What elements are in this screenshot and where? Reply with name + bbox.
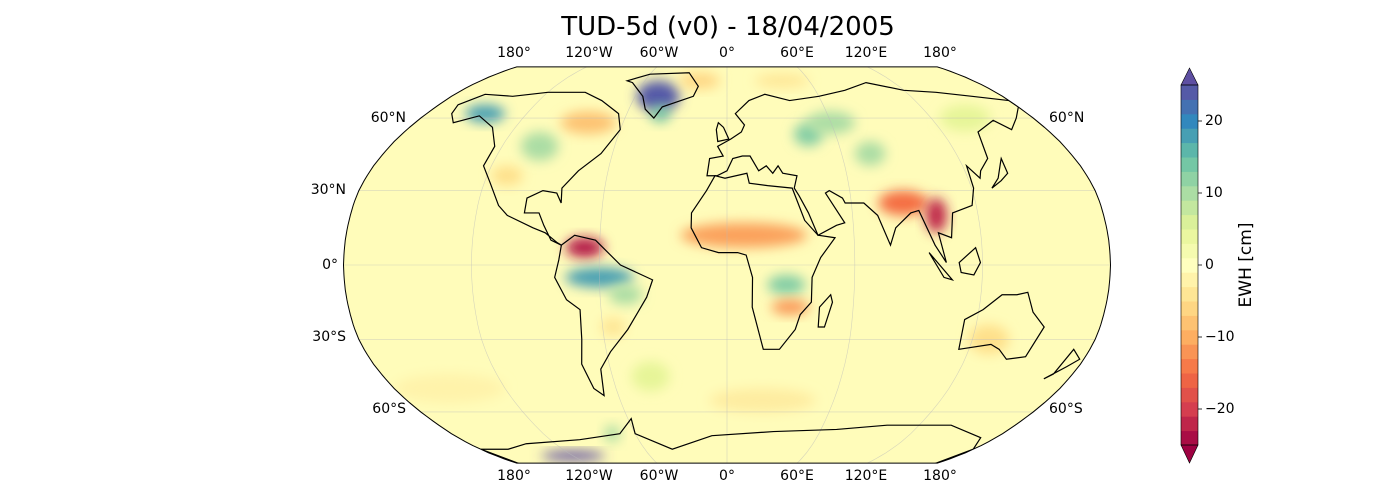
- lat-label-left: 60°N: [370, 110, 406, 126]
- colorbar-level: [1181, 416, 1198, 432]
- lon-label-top: 60°E: [780, 45, 814, 61]
- coastline-bo: [958, 246, 982, 276]
- colorbar-level: [1181, 358, 1198, 374]
- colorbar-tick-label: 0: [1205, 257, 1214, 273]
- colorbar-tick-label: 20: [1205, 113, 1223, 129]
- colorbar-level: [1181, 329, 1198, 345]
- colorbar-level: [1181, 142, 1198, 158]
- ewh-anomaly-20: [679, 72, 721, 89]
- coastline-na: [451, 91, 621, 246]
- colorbar-level: [1181, 200, 1198, 216]
- colorbar-level: [1181, 113, 1198, 129]
- ewh-anomaly-25: [709, 388, 816, 413]
- colorbar-level: [1181, 401, 1198, 417]
- coastline-an: [480, 417, 982, 464]
- lon-label-top: 120°E: [844, 45, 888, 61]
- lon-label-top: 180°: [497, 45, 531, 61]
- colorbar-level: [1181, 430, 1198, 446]
- ewh-anomaly-13: [878, 190, 929, 216]
- lon-label-bottom: 60°E: [780, 468, 814, 484]
- colorbar-level: [1181, 214, 1198, 230]
- colorbar-level: [1181, 387, 1198, 403]
- ewh-anomaly-21: [754, 74, 810, 88]
- lat-label-left: 30°N: [310, 182, 346, 198]
- lon-label-top: 0°: [719, 45, 735, 61]
- lat-label-left: 30°S: [312, 329, 346, 345]
- colorbar-level: [1181, 373, 1198, 388]
- colorbar-tick-label: 10: [1205, 185, 1223, 201]
- lon-label-bottom: 180°: [923, 468, 957, 484]
- ewh-anomaly-11: [767, 274, 806, 295]
- ewh-anomaly-12: [771, 299, 810, 315]
- lat-label-right: 60°S: [1049, 401, 1083, 417]
- ewh-anomaly-26: [631, 361, 670, 392]
- colorbar-level: [1181, 286, 1198, 302]
- colorbar-label: EWH [cm]: [1236, 222, 1256, 308]
- coastline-jp: [991, 156, 1009, 189]
- colorbar-level: [1181, 243, 1198, 259]
- coastline-sa: [554, 234, 654, 397]
- colorbar-tick-label: −20: [1205, 401, 1235, 417]
- coastline-uk: [715, 121, 730, 143]
- lon-label-bottom: 120°E: [844, 468, 888, 484]
- ewh-anomaly-24: [394, 373, 506, 404]
- ewh-anomaly-1: [650, 104, 671, 123]
- colorbar-level: [1181, 272, 1198, 288]
- lon-label-top: 180°: [923, 45, 957, 61]
- ewh-anomaly-2: [465, 104, 506, 123]
- ewh-anomaly-10: [680, 222, 808, 248]
- colorbar-extend-max: [1180, 67, 1199, 86]
- colorbar-level: [1181, 85, 1198, 100]
- colorbar-level: [1181, 315, 1198, 331]
- colorbar-level: [1181, 257, 1198, 273]
- colorbar-level: [1181, 301, 1198, 316]
- colorbar-level: [1181, 229, 1198, 244]
- ewh-anomaly-9: [600, 317, 626, 337]
- ewh-anomaly-19: [604, 425, 620, 443]
- colorbar-level: [1181, 171, 1198, 187]
- lon-label-top: 120°W: [565, 45, 613, 61]
- coastline-af: [690, 172, 837, 350]
- coastline-gl: [625, 72, 700, 120]
- colorbar-level: [1181, 157, 1198, 172]
- ewh-anomaly-6: [565, 237, 604, 258]
- ewh-anomaly-5: [491, 165, 524, 186]
- coastline-eu: [706, 81, 1020, 263]
- colorbar-level: [1181, 185, 1198, 201]
- lon-label-bottom: 120°W: [565, 468, 613, 484]
- coastline-su: [928, 252, 955, 282]
- lat-label-left: 60°S: [372, 401, 406, 417]
- colorbar-extend-min: [1180, 444, 1199, 464]
- ewh-anomaly-4: [520, 131, 559, 161]
- map-outline: [342, 66, 1112, 464]
- colorbar-level: [1181, 99, 1198, 115]
- ewh-anomaly-8: [608, 284, 643, 305]
- lon-label-top: 60°W: [639, 45, 679, 61]
- ewh-anomaly-14: [925, 198, 947, 233]
- ewh-anomaly-3: [560, 111, 617, 134]
- colorbar-level: [1181, 344, 1198, 360]
- colorbar-tick-label: −10: [1205, 329, 1235, 345]
- map-title: TUD-5d (v0) - 18/04/2005: [561, 12, 895, 42]
- colorbar-level: [1181, 128, 1198, 144]
- lat-label-right: 60°N: [1049, 110, 1085, 126]
- lon-label-bottom: 0°: [719, 468, 735, 484]
- ewh-anomaly-16: [854, 141, 886, 166]
- coastline-nz: [1043, 348, 1081, 380]
- lon-label-bottom: 60°W: [639, 468, 679, 484]
- lat-label-left: 0°: [322, 257, 338, 273]
- coastline-au: [958, 291, 1045, 360]
- coastline-mg: [817, 293, 834, 328]
- lon-label-bottom: 180°: [497, 468, 531, 484]
